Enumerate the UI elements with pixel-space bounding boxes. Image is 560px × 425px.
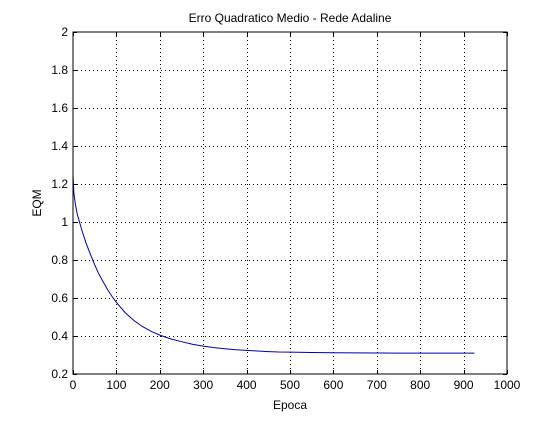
grid — [73, 32, 507, 374]
y-axis-label: EQM — [30, 189, 44, 216]
y-tick-label: 1 — [61, 215, 68, 229]
x-tick-label: 0 — [70, 378, 77, 392]
x-tick-label: 1000 — [494, 378, 521, 392]
chart-title: Erro Quadratico Medio - Rede Adaline — [189, 11, 392, 25]
series-line — [72, 174, 475, 354]
y-tick-label: 0.2 — [51, 367, 68, 381]
ticks — [73, 32, 508, 375]
y-tick-label: 1.6 — [51, 101, 68, 115]
x-tick-label: 300 — [193, 378, 213, 392]
y-tick-label: 1.4 — [51, 139, 68, 153]
y-tick-label: 1.2 — [51, 177, 68, 191]
y-tick-labels: 0.2 0.4 0.6 0.8 1 1.2 1.4 1.6 1.8 2 — [51, 25, 68, 381]
plot-area — [73, 32, 507, 374]
y-tick-label: 0.8 — [51, 253, 68, 267]
x-tick-label: 700 — [367, 378, 387, 392]
y-tick-label: 1.8 — [51, 63, 68, 77]
x-tick-label: 100 — [106, 378, 126, 392]
x-tick-label: 200 — [150, 378, 170, 392]
x-tick-label: 400 — [237, 378, 257, 392]
x-tick-label: 600 — [323, 378, 343, 392]
y-tick-label: 0.4 — [51, 329, 68, 343]
x-axis-label: Epoca — [273, 398, 307, 412]
x-tick-label: 500 — [280, 378, 300, 392]
y-tick-label: 2 — [61, 25, 68, 39]
x-tick-label: 900 — [454, 378, 474, 392]
x-tick-labels: 0 100 200 300 400 500 600 700 800 900 1000 — [70, 378, 521, 392]
y-tick-label: 0.6 — [51, 291, 68, 305]
series-group — [72, 174, 475, 354]
x-tick-label: 800 — [410, 378, 430, 392]
